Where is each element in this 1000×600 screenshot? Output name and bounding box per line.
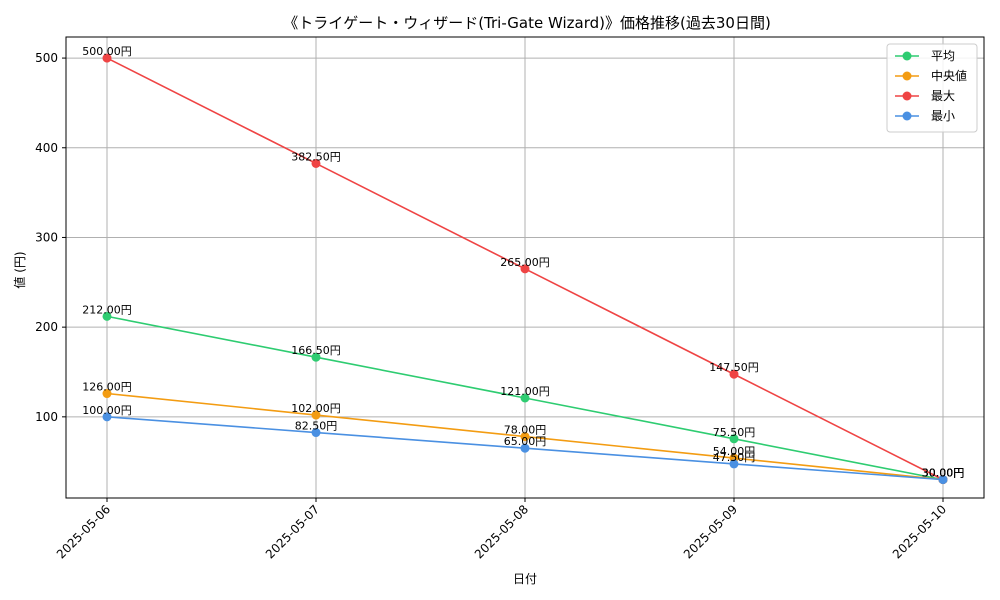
data-label: 121.00円	[500, 385, 550, 398]
series-lines	[102, 53, 948, 485]
legend-marker	[902, 51, 912, 61]
x-tick-label: 2025-05-10	[890, 502, 949, 561]
chart-title: 《トライゲート・ウィザード(Tri-Gate Wizard)》価格推移(過去30…	[283, 14, 771, 32]
y-tick-label: 100	[35, 410, 58, 424]
data-label: 30.00円	[922, 467, 965, 480]
data-label: 166.50円	[291, 344, 341, 357]
data-point	[102, 412, 112, 422]
legend-label: 最大	[931, 89, 955, 103]
legend-box	[886, 43, 978, 133]
data-label: 65.00円	[504, 435, 547, 448]
data-point	[520, 443, 530, 453]
legend-marker	[902, 71, 912, 81]
data-point	[729, 459, 739, 469]
x-tick-label: 2025-05-09	[681, 502, 740, 561]
data-point	[729, 434, 739, 444]
data-point	[102, 311, 112, 321]
grid-lines	[66, 37, 984, 498]
data-point	[311, 352, 321, 362]
data-label: 126.00円	[82, 381, 132, 394]
legend-label: 平均	[931, 49, 955, 63]
y-tick-label: 400	[35, 141, 58, 155]
data-label: 382.50円	[291, 150, 341, 163]
data-point	[520, 264, 530, 274]
legend-label: 中央値	[931, 68, 967, 83]
data-label: 102.00円	[291, 402, 341, 415]
data-label: 500.00円	[82, 45, 132, 58]
data-point	[311, 428, 321, 438]
x-tick-label: 2025-05-07	[263, 502, 322, 561]
data-point	[520, 432, 530, 442]
legend-marker	[902, 91, 912, 101]
x-tick-label: 2025-05-06	[54, 502, 113, 561]
data-label: 82.50円	[295, 420, 338, 433]
data-label: 100.00円	[82, 404, 132, 417]
legend-marker	[902, 111, 912, 121]
data-label: 54.00円	[713, 445, 756, 458]
legend-label: 最小	[931, 109, 955, 123]
data-point	[311, 158, 321, 168]
data-point	[102, 389, 112, 399]
data-label: 30.00円	[922, 467, 965, 480]
data-point	[938, 475, 948, 485]
y-tick-label: 300	[35, 230, 58, 244]
data-label: 212.00円	[82, 303, 132, 316]
data-point	[311, 410, 321, 420]
axes: 100 200 300 400 500 2025-05-06 2025-05-07 2025-…	[35, 36, 985, 561]
data-labels: 212.00円 166.50円 121.00円 75.50円 30.00円 126.00円…	[82, 45, 964, 480]
data-point	[102, 53, 112, 63]
data-label: 265.00円	[500, 256, 550, 269]
x-axis-label: 日付	[513, 572, 537, 586]
data-label: 30.00円	[922, 467, 965, 480]
data-label: 30.00円	[922, 467, 965, 480]
y-tick-label: 200	[35, 320, 58, 334]
data-label: 75.50円	[713, 426, 756, 439]
y-axis-label: 値 (円)	[12, 251, 27, 288]
data-point	[520, 393, 530, 403]
data-label: 78.00円	[504, 424, 547, 437]
data-label: 147.50円	[709, 361, 759, 374]
data-label: 47.50円	[713, 451, 756, 464]
y-tick-label: 500	[35, 51, 58, 65]
data-point	[729, 369, 739, 379]
x-tick-label: 2025-05-08	[472, 502, 531, 561]
